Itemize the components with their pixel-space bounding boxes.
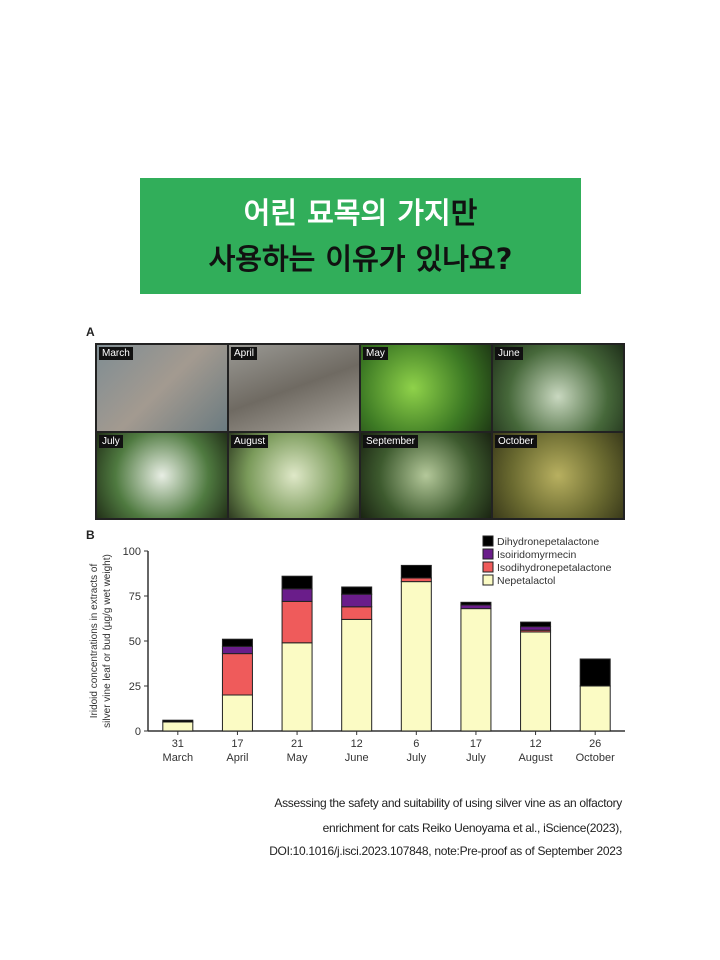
legend-swatch: [482, 548, 494, 560]
panel-a-label: A: [86, 325, 95, 339]
title-line2: 사용하는 이유가 있나요?: [208, 242, 513, 276]
x-tick-month: July: [466, 752, 486, 764]
photo-june: June: [493, 345, 623, 431]
citation-line-2: enrichment for cats Reiko Uenoyama et al…: [322, 821, 623, 835]
bar-segment-isoiridomyrmecin: [341, 593, 373, 608]
bar-segment-dihydronepetalactone: [460, 601, 492, 606]
y-axis-label-line1: Iridoid concentrations in extracts of: [89, 564, 100, 719]
photo-label: August: [231, 434, 269, 448]
legend-label: Dihydronepetalactone: [497, 536, 599, 548]
panel-b-label: B: [86, 528, 95, 542]
bar-segment-nepetalactol: [579, 685, 611, 732]
bar-segment-dihydronepetalactone: [579, 658, 611, 687]
x-tick-month: August: [518, 752, 552, 764]
x-tick-day: 17: [231, 738, 243, 750]
bar-segment-dihydronepetalactone: [520, 621, 552, 628]
photo-grid: March April May June July August Septemb…: [95, 343, 625, 520]
photo-label: June: [495, 347, 523, 360]
bar-segment-nepetalactol: [221, 694, 253, 732]
legend-swatch: [482, 561, 494, 573]
y-tick-label: 100: [123, 546, 141, 558]
x-tick-day: 17: [470, 738, 482, 750]
y-axis-label-line2: silver vine leaf or bud (µg/g wet weight…: [102, 554, 113, 728]
photo-march: March: [97, 345, 227, 431]
bar-segment-nepetalactol: [520, 631, 552, 732]
legend-swatch: [482, 574, 494, 586]
photo-label: May: [363, 347, 388, 360]
bar-segment-dihydronepetalactone: [341, 586, 373, 595]
legend-label: Nepetalactol: [497, 575, 555, 587]
x-tick-month: June: [345, 752, 369, 764]
photo-september: September: [361, 432, 491, 518]
photo-label: April: [231, 347, 258, 360]
y-tick-label: 0: [135, 726, 141, 738]
bar-segment-isodihydronepetalactone: [341, 606, 373, 620]
bar-segment-isoiridomyrmecin: [281, 588, 313, 602]
photo-july: July: [97, 432, 227, 518]
x-tick-month: March: [163, 752, 194, 764]
legend-swatch: [482, 535, 494, 547]
bar-segment-dihydronepetalactone: [221, 638, 253, 647]
photo-october: October: [493, 432, 623, 518]
bar-segment-dihydronepetalactone: [400, 564, 432, 579]
y-tick-label: 25: [129, 681, 141, 693]
bar-segment-nepetalactol: [460, 608, 492, 732]
x-tick-day: 6: [413, 738, 419, 750]
bar-segment-nepetalactol: [341, 618, 373, 732]
bar-segment-isoiridomyrmecin: [221, 645, 253, 655]
bar-segment-isoiridomyrmecin: [460, 604, 492, 610]
y-tick-label: 50: [129, 636, 141, 648]
photo-label: September: [363, 434, 418, 448]
bar-segment-nepetalactol: [281, 642, 313, 732]
y-tick-label: 75: [129, 591, 141, 603]
legend-label: Isodihydronepetalactone: [497, 562, 612, 574]
photo-label: October: [495, 434, 537, 448]
legend-label: Isoiridomyrmecin: [497, 549, 577, 561]
bar-segment-dihydronepetalactone: [162, 719, 194, 723]
bar-segment-isodihydronepetalactone: [221, 653, 253, 696]
photo-april: April: [229, 345, 359, 431]
bar-segment-isodihydronepetalactone: [281, 600, 313, 644]
x-tick-day: 12: [529, 738, 541, 750]
photo-may: May: [361, 345, 491, 431]
bar-segment-isoiridomyrmecin: [520, 626, 552, 631]
bar-segment-isodihydronepetalactone: [400, 577, 432, 583]
x-tick-month: July: [407, 752, 427, 764]
x-tick-day: 31: [172, 738, 184, 750]
citation-line-1: Assessing the safety and suitability of …: [274, 796, 622, 810]
photo-label: July: [99, 434, 123, 448]
bar-segment-dihydronepetalactone: [281, 575, 313, 590]
title-line1-black: 만: [450, 196, 478, 230]
citation-line-3: DOI:10.1016/j.isci.2023.107848, note:Pre…: [269, 844, 622, 858]
x-tick-month: October: [576, 752, 615, 764]
x-tick-month: May: [287, 752, 308, 764]
x-tick-day: 21: [291, 738, 303, 750]
x-tick-month: April: [226, 752, 248, 764]
x-tick-day: 26: [589, 738, 601, 750]
bar-segment-nepetalactol: [400, 581, 432, 732]
title-banner: 어린 묘목의 가지만 사용하는 이유가 있나요?: [140, 178, 581, 294]
photo-august: August: [229, 432, 359, 518]
title-line1-white: 어린 묘목의 가지: [243, 196, 451, 230]
photo-label: March: [99, 347, 133, 360]
bar-segment-nepetalactol: [162, 721, 194, 732]
x-tick-day: 12: [351, 738, 363, 750]
